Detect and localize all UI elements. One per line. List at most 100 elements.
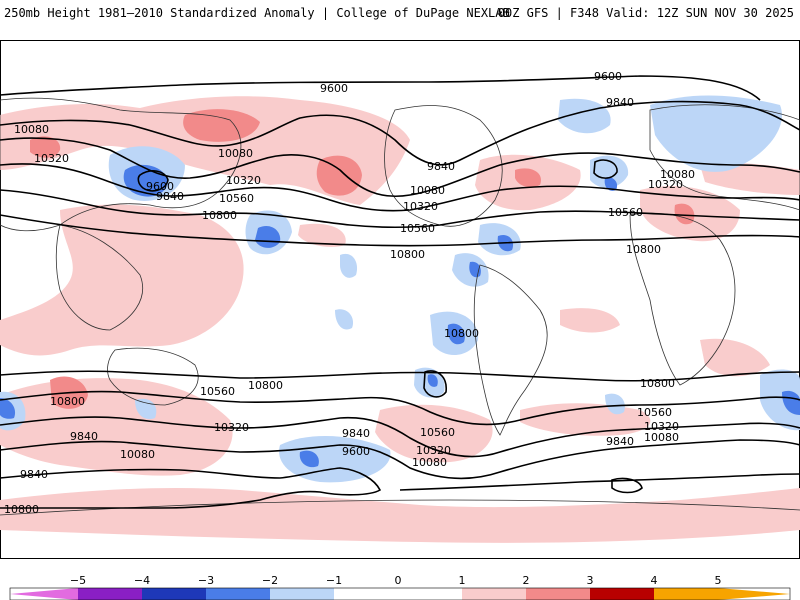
contour-10320-north bbox=[0, 163, 800, 212]
anomaly-region bbox=[760, 369, 800, 431]
legend-swatch bbox=[654, 588, 718, 600]
contour-label: 9840 bbox=[70, 430, 98, 443]
contour-label: 10320 bbox=[226, 174, 261, 187]
anomaly-region bbox=[340, 253, 358, 278]
contour-label: 10560 bbox=[420, 426, 455, 439]
contour-9840-low-atlantic bbox=[593, 159, 618, 179]
contour-label: 10320 bbox=[416, 444, 451, 457]
contour-label: 10800 bbox=[626, 243, 661, 256]
africa-outline bbox=[629, 212, 736, 386]
legend-tick: −1 bbox=[326, 574, 342, 587]
contour-label: 10080 bbox=[218, 147, 253, 160]
contour-label: 10080 bbox=[412, 456, 447, 469]
anomaly-region bbox=[183, 109, 260, 142]
legend-swatch bbox=[334, 588, 398, 600]
contour-label: 9840 bbox=[342, 427, 370, 440]
contour-label: 10560 bbox=[219, 192, 254, 205]
anomaly-region bbox=[335, 309, 354, 330]
legend-tick: −4 bbox=[134, 574, 150, 587]
anomaly-region bbox=[560, 308, 620, 333]
contour-label: 9600 bbox=[146, 180, 174, 193]
contour-label: 9840 bbox=[606, 96, 634, 109]
contour-10800-north bbox=[0, 214, 800, 247]
anomaly-region bbox=[604, 177, 618, 191]
anomaly-region bbox=[0, 96, 410, 205]
contour-label: 10320 bbox=[648, 178, 683, 191]
legend-swatch bbox=[78, 588, 142, 600]
contour-label: 10320 bbox=[214, 421, 249, 434]
contour-label: 10560 bbox=[400, 222, 435, 235]
contour-10560-south bbox=[0, 390, 800, 426]
anomaly-region bbox=[299, 450, 319, 468]
legend-tick: −2 bbox=[262, 574, 278, 587]
legend-tick: 0 bbox=[395, 574, 402, 587]
anomaly-region bbox=[590, 155, 629, 188]
contour-labels: 9600 9600 9840 10080 10320 9600 9840 100… bbox=[4, 70, 695, 516]
contour-label: 10800 bbox=[202, 209, 237, 222]
contour-10320-south bbox=[0, 416, 800, 458]
anomaly-region bbox=[515, 168, 541, 188]
legend-tick: 3 bbox=[587, 574, 594, 587]
contour-label: 9840 bbox=[156, 190, 184, 203]
contour-label: 10080 bbox=[660, 168, 695, 181]
model-run-info: 00Z GFS | F348 Valid: 12Z SUN NOV 30 202… bbox=[497, 6, 794, 20]
legend-tick: 2 bbox=[523, 574, 530, 587]
contour-9600-north bbox=[0, 75, 761, 101]
anomaly-region bbox=[316, 155, 362, 196]
legend-swatch bbox=[462, 588, 526, 600]
contour-label: 10800 bbox=[444, 327, 479, 340]
contour-label: 10800 bbox=[390, 248, 425, 261]
contour-label: 9840 bbox=[427, 160, 455, 173]
anomaly-region bbox=[650, 95, 782, 172]
contour-label: 10560 bbox=[637, 406, 672, 419]
legend-tick: −5 bbox=[70, 574, 86, 587]
contour-10800-south bbox=[0, 370, 800, 382]
contour-9600-low-pacific bbox=[137, 170, 169, 192]
contour-10800-small-low bbox=[423, 370, 447, 398]
contour-10560-north bbox=[0, 189, 800, 229]
legend-swatch bbox=[206, 588, 270, 600]
contour-9840-south bbox=[0, 467, 382, 509]
contour-label: 10560 bbox=[608, 206, 643, 219]
contour-label: 10800 bbox=[50, 395, 85, 408]
anomaly-region bbox=[30, 136, 61, 158]
contour-label: 10320 bbox=[34, 152, 69, 165]
legend-swatch bbox=[590, 588, 654, 600]
contour-label: 9600 bbox=[320, 82, 348, 95]
southeast-asia-outline bbox=[55, 224, 143, 331]
map-title: 250mb Height 1981–2010 Standardized Anom… bbox=[4, 6, 510, 20]
color-legend: −5 −4 −3 −2 −1 0 1 2 3 4 5 bbox=[9, 574, 791, 600]
anomaly-region bbox=[700, 338, 770, 377]
legend-swatch bbox=[10, 588, 78, 600]
legend-swatch bbox=[526, 588, 590, 600]
contour-label: 9840 bbox=[606, 435, 634, 448]
europe-outline bbox=[649, 104, 800, 211]
contour-label: 10080 bbox=[410, 184, 445, 197]
legend-swatch bbox=[398, 588, 462, 600]
contour-label: 10800 bbox=[248, 379, 283, 392]
anomaly-region bbox=[0, 398, 16, 419]
legend-tick: −3 bbox=[198, 574, 214, 587]
negative-anomaly-shading bbox=[0, 95, 800, 483]
anomaly-region bbox=[427, 374, 438, 387]
contour-label: 10560 bbox=[200, 385, 235, 398]
legend-frame bbox=[9, 587, 791, 600]
legend-swatch bbox=[270, 588, 334, 600]
legend-swatch bbox=[142, 588, 206, 600]
contour-label: 10080 bbox=[14, 123, 49, 136]
anomaly-region bbox=[0, 204, 244, 356]
anomaly-region bbox=[298, 223, 346, 247]
contour-label: 10080 bbox=[120, 448, 155, 461]
australia-outline bbox=[107, 347, 199, 406]
legend-swatch bbox=[718, 588, 790, 600]
contour-9600-small-low bbox=[611, 477, 643, 494]
height-contours bbox=[0, 75, 800, 509]
anomaly-region bbox=[605, 393, 625, 415]
contour-label: 10800 bbox=[640, 377, 675, 390]
contour-10080-south bbox=[0, 439, 800, 480]
contour-label: 10800 bbox=[4, 503, 39, 516]
south-america-outline bbox=[473, 264, 548, 436]
contour-label: 10320 bbox=[644, 420, 679, 433]
legend-tick: 5 bbox=[715, 574, 722, 587]
